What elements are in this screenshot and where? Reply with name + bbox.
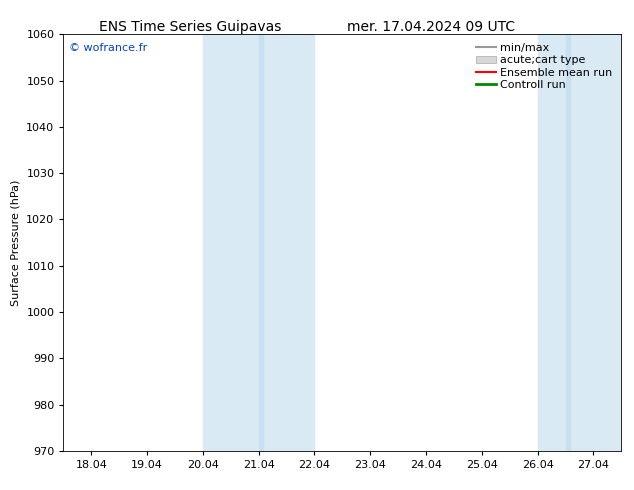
Bar xyxy=(538,34,621,451)
Text: ENS Time Series Guipavas: ENS Time Series Guipavas xyxy=(99,20,281,34)
Text: © wofrance.fr: © wofrance.fr xyxy=(69,43,147,52)
Bar xyxy=(259,34,263,451)
Bar xyxy=(566,34,570,451)
Legend: min/max, acute;cart type, Ensemble mean run, Controll run: min/max, acute;cart type, Ensemble mean … xyxy=(472,40,616,93)
Bar xyxy=(203,34,314,451)
Y-axis label: Surface Pressure (hPa): Surface Pressure (hPa) xyxy=(11,179,21,306)
Text: mer. 17.04.2024 09 UTC: mer. 17.04.2024 09 UTC xyxy=(347,20,515,34)
